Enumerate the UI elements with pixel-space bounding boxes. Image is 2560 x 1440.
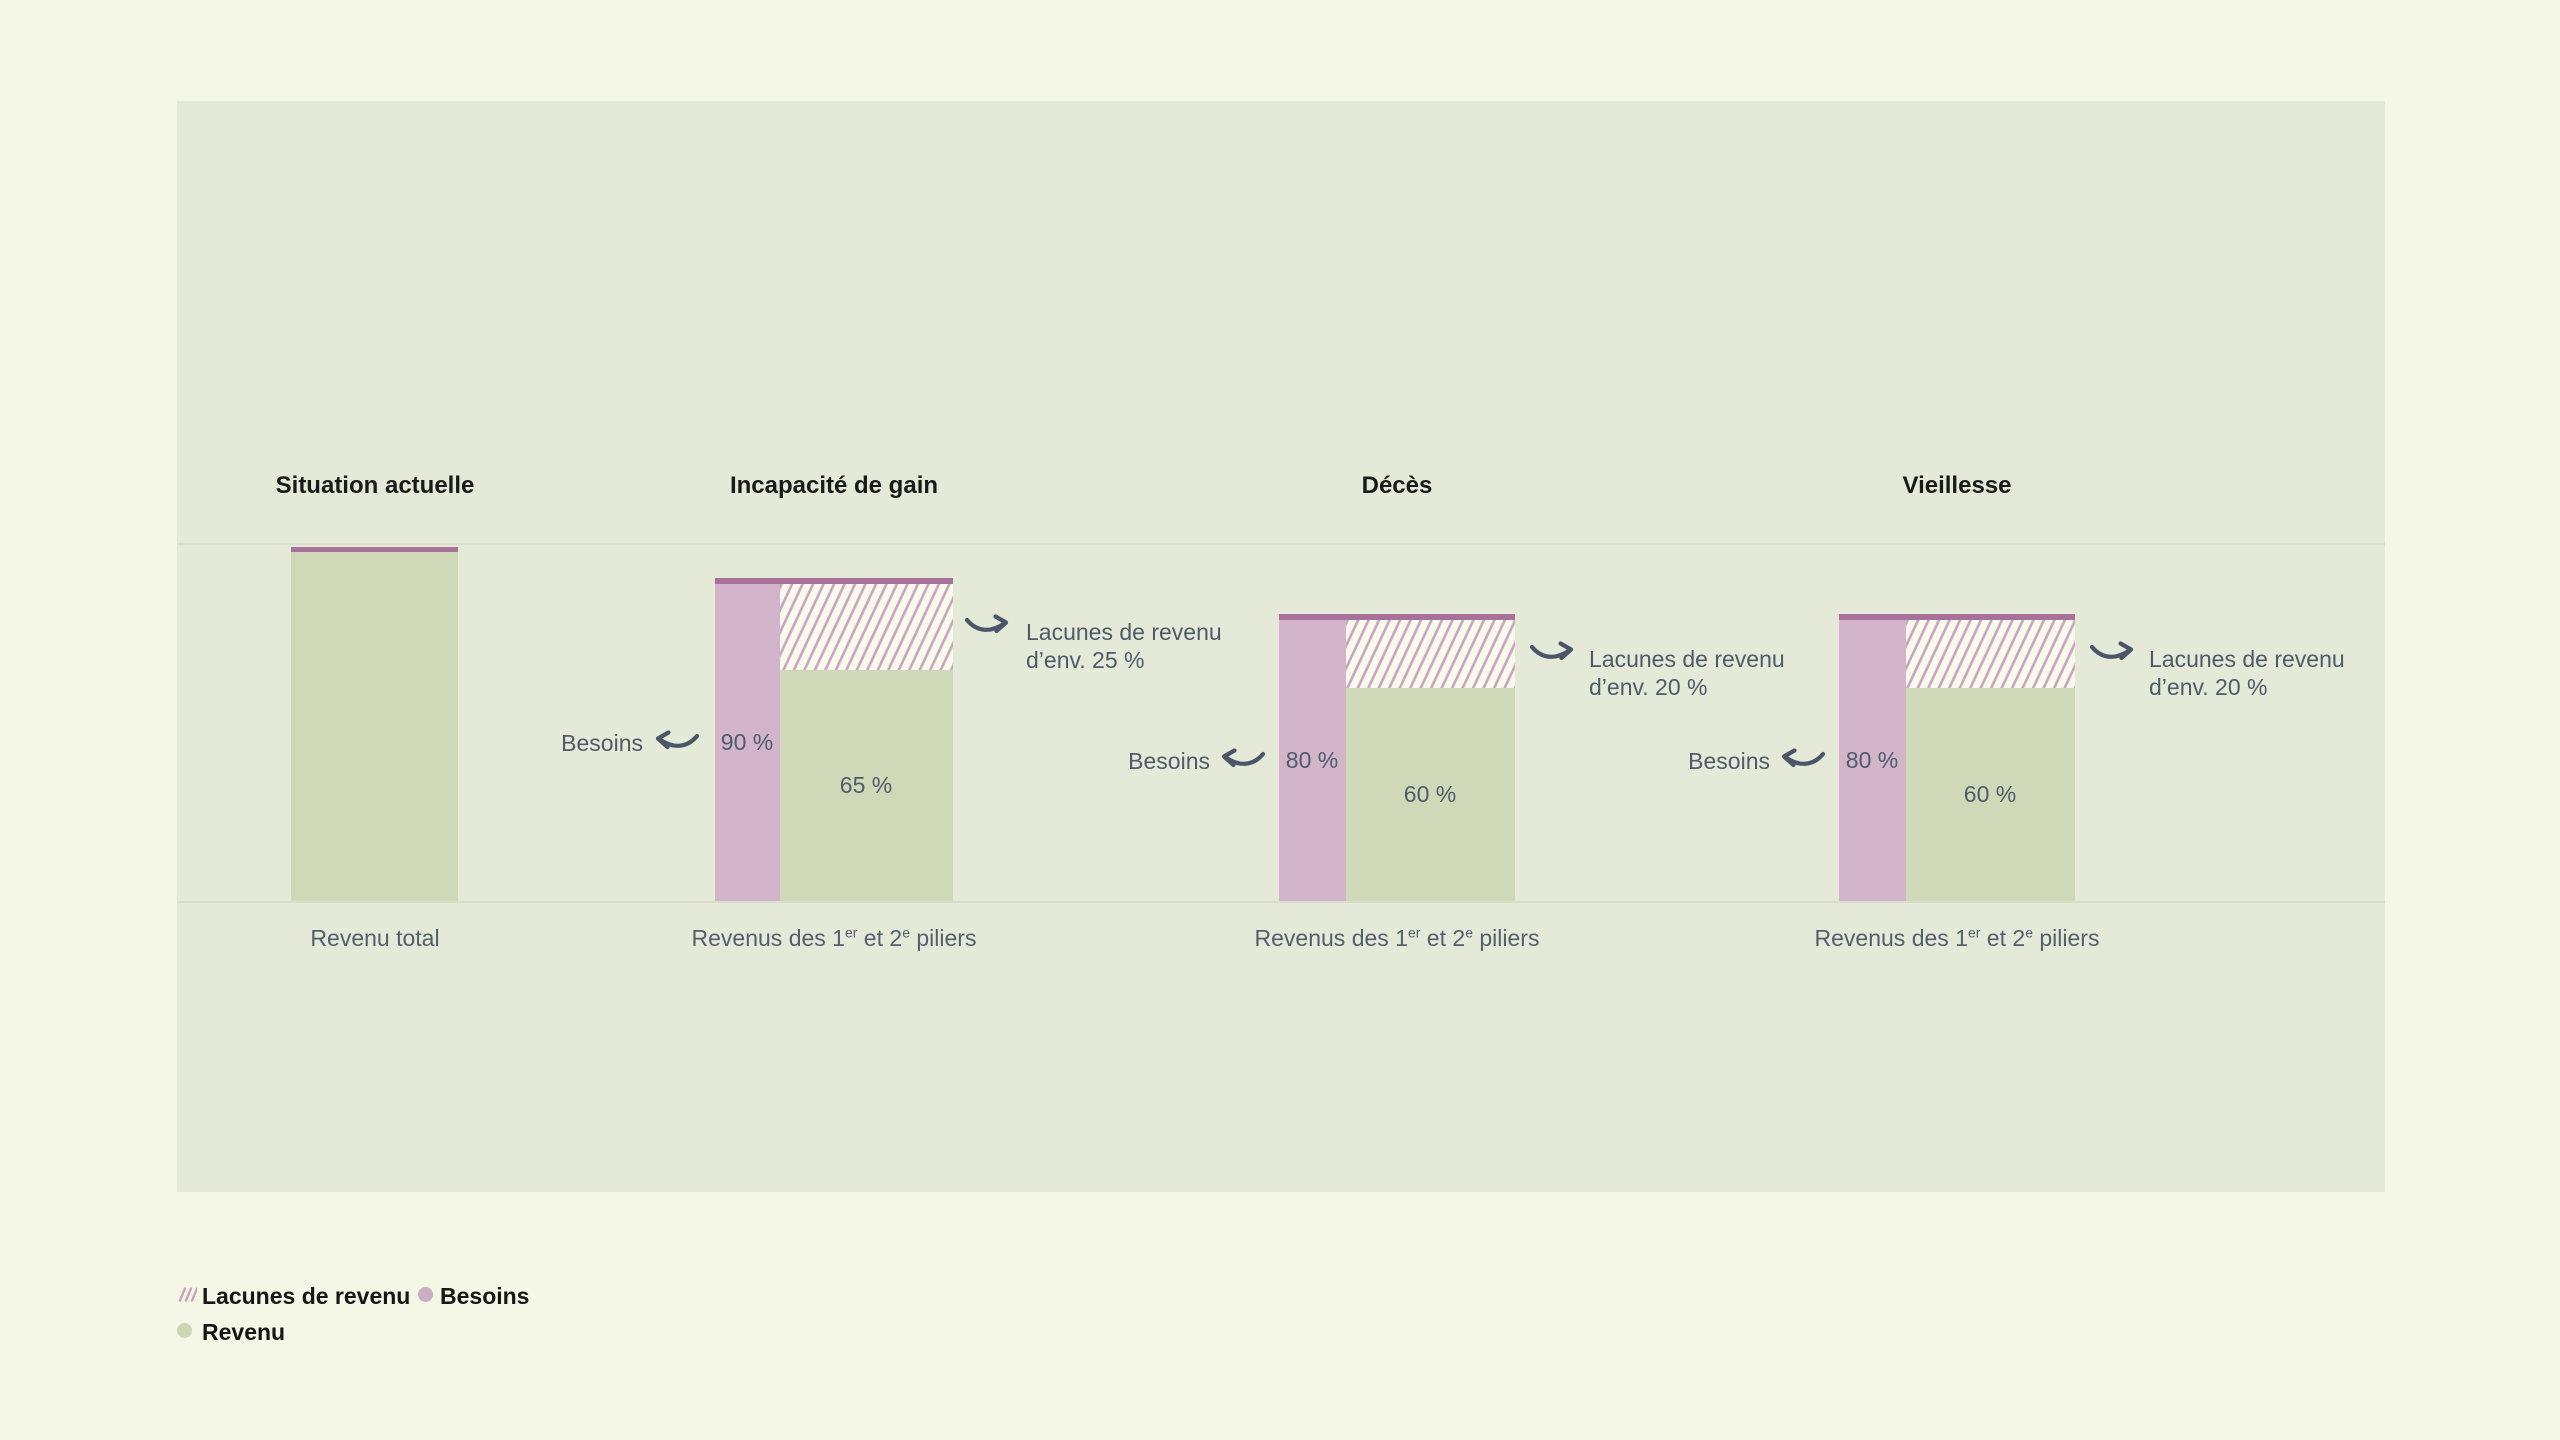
axis-label-sup: e (902, 924, 910, 941)
besoins-capline-deces (1279, 614, 1515, 620)
legend-swatch-besoins-icon (418, 1287, 433, 1302)
lacune-callout-line1: Lacunes de revenu (1026, 619, 1222, 645)
arrow-left-icon (1218, 746, 1266, 776)
arrow-left-icon (1778, 746, 1826, 776)
lacune-callout-line2: d’env. 25 % (1026, 647, 1145, 673)
legend-label-revenu: Revenu (202, 1319, 286, 1345)
hatch-lacunes-deces (1346, 620, 1515, 688)
arrow-right-icon (2089, 639, 2137, 669)
axis-label-text: piliers (909, 925, 977, 951)
axis-label-piliers-vieillesse: Revenus des 1er et 2e piliers (1657, 925, 2257, 952)
group-title-deces: Décès (1361, 472, 1433, 499)
lacune-callout-deces: Lacunes de revenu d’env. 20 % (1589, 645, 1785, 701)
lacune-callout-line1: Lacunes de revenu (2149, 646, 2345, 672)
legend-label-lacunes: Lacunes de revenu (202, 1283, 411, 1309)
axis-label-text: Revenus des 1 (1254, 925, 1408, 951)
axis-label-text: piliers (1472, 925, 1540, 951)
legend-label-besoins: Besoins (440, 1283, 530, 1309)
besoins-callout-incapacite: Besoins (561, 730, 643, 756)
arrow-right-icon (964, 612, 1012, 642)
axis-label-text: Revenus des 1 (1814, 925, 1968, 951)
axis-label-piliers-deces: Revenus des 1er et 2e piliers (1097, 925, 1697, 952)
hatch-lacunes-incapacite (780, 584, 953, 670)
bar-revenu-deces (1346, 688, 1515, 901)
axis-label-sup: er (1967, 924, 1981, 941)
besoins-pct-deces: 80 % (1285, 747, 1339, 773)
bar-besoins-incapacite (715, 584, 780, 901)
besoins-capline-incapacite (715, 578, 953, 584)
axis-label-text: et 2 (1980, 925, 2026, 951)
bar-besoins-vieillesse (1839, 620, 1906, 901)
axis-label-sup: e (1465, 924, 1473, 941)
axis-label-sup: e (2025, 924, 2033, 941)
besoins-callout-vieillesse: Besoins (1688, 748, 1770, 774)
arrow-right-icon (1529, 639, 1577, 669)
lacune-callout-incapacite: Lacunes de revenu d’env. 25 % (1026, 618, 1222, 674)
bar-besoins-deces (1279, 620, 1346, 901)
bar-revenu-vieillesse (1906, 688, 2075, 901)
revenu-pct-deces: 60 % (1403, 781, 1457, 807)
legend-swatch-revenu-icon (177, 1323, 192, 1338)
gridline-100pct (177, 543, 2385, 545)
group-title-vieillesse: Vieillesse (1902, 472, 2012, 499)
revenu-pct-vieillesse: 60 % (1963, 781, 2017, 807)
bar-revenu-situation (291, 552, 458, 901)
axis-label-text: et 2 (857, 925, 903, 951)
lacune-callout-line1: Lacunes de revenu (1589, 646, 1785, 672)
axis-label-sup: er (1407, 924, 1421, 941)
revenu-pct-incapacite: 65 % (839, 772, 893, 798)
lacune-callout-vieillesse: Lacunes de revenu d’env. 20 % (2149, 645, 2345, 701)
besoins-capline-vieillesse (1839, 614, 2075, 620)
group-title-situation-actuelle: Situation actuelle (275, 472, 475, 499)
axis-label-revenu-total: Revenu total (75, 925, 675, 952)
gridline-baseline (177, 901, 2385, 903)
axis-label-piliers-incapacite: Revenus des 1er et 2e piliers (534, 925, 1134, 952)
lacune-callout-line2: d’env. 20 % (2149, 674, 2268, 700)
axis-label-text: Revenu total (310, 925, 440, 951)
hatch-lacunes-vieillesse (1906, 620, 2075, 688)
axis-label-sup: er (844, 924, 858, 941)
besoins-pct-incapacite: 90 % (720, 729, 774, 755)
bar-revenu-incapacite (780, 670, 953, 901)
axis-label-text: et 2 (1420, 925, 1466, 951)
axis-label-text: Revenus des 1 (691, 925, 845, 951)
besoins-capline-situation (291, 547, 458, 552)
axis-label-text: piliers (2032, 925, 2100, 951)
legend-swatch-lacunes-icon (177, 1287, 197, 1302)
besoins-callout-deces: Besoins (1128, 748, 1210, 774)
besoins-pct-vieillesse: 80 % (1845, 747, 1899, 773)
lacune-callout-line2: d’env. 20 % (1589, 674, 1708, 700)
group-title-incapacite: Incapacité de gain (729, 472, 939, 499)
arrow-left-icon (652, 728, 700, 758)
